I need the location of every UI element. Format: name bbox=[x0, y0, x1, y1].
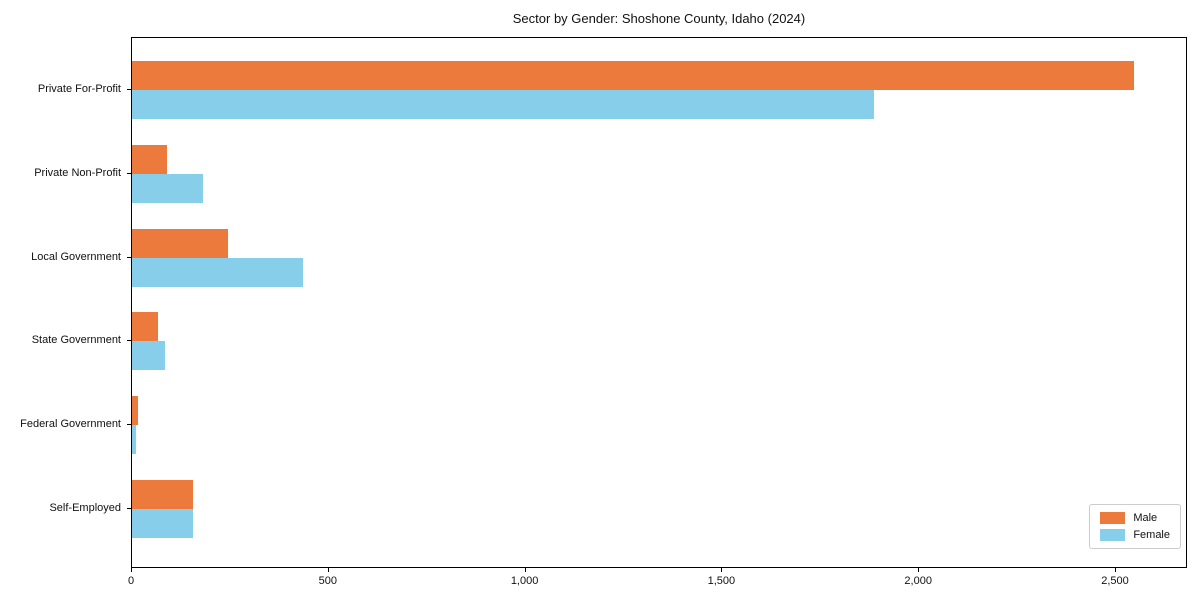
bar-male-3 bbox=[132, 312, 158, 342]
male-swatch-icon bbox=[1100, 512, 1126, 524]
y-tick-mark-4 bbox=[127, 424, 131, 426]
x-tick-label-4: 2,000 bbox=[904, 575, 932, 587]
legend-item-female: Female bbox=[1100, 529, 1170, 541]
bar-male-4 bbox=[132, 396, 138, 426]
y-tick-mark-1 bbox=[127, 172, 131, 174]
chart-title: Sector by Gender: Shoshone County, Idaho… bbox=[512, 11, 806, 26]
y-axis-label-0: Private For-Profit bbox=[37, 82, 121, 95]
legend: Male Female bbox=[1089, 504, 1181, 549]
legend-item-male: Male bbox=[1100, 512, 1170, 524]
bar-male-5 bbox=[132, 480, 193, 510]
y-tick-mark-0 bbox=[127, 88, 131, 90]
x-tick-label-3: 1,500 bbox=[707, 575, 736, 587]
x-tick-mark-3 bbox=[721, 568, 723, 572]
x-tick-label-0: 0 bbox=[127, 575, 135, 587]
y-axis-label-5: Self-Employed bbox=[49, 502, 121, 515]
x-tick-label-1: 500 bbox=[318, 575, 337, 587]
y-axis-label-4: Federal Government bbox=[20, 418, 121, 431]
x-tick-mark-4 bbox=[918, 568, 920, 572]
y-axis-label-2: Local Government bbox=[31, 250, 121, 263]
x-tick-mark-1 bbox=[327, 568, 329, 572]
y-tick-mark-2 bbox=[127, 256, 131, 258]
plot-area: Male Female bbox=[131, 37, 1187, 568]
x-tick-mark-2 bbox=[524, 568, 526, 572]
x-tick-mark-5 bbox=[1114, 568, 1116, 572]
x-tick-label-5: 2,500 bbox=[1101, 575, 1129, 587]
bar-female-0 bbox=[132, 89, 875, 119]
y-axis-label-3: State Government bbox=[31, 334, 121, 347]
legend-label-female: Female bbox=[1133, 529, 1170, 541]
bar-female-3 bbox=[132, 341, 166, 371]
bar-male-1 bbox=[132, 144, 168, 174]
x-tick-label-2: 1,000 bbox=[510, 575, 539, 587]
bar-female-2 bbox=[132, 257, 303, 287]
bar-male-2 bbox=[132, 228, 229, 258]
female-swatch-icon bbox=[1100, 529, 1126, 541]
bar-male-0 bbox=[132, 60, 1134, 90]
y-tick-mark-3 bbox=[127, 340, 131, 342]
legend-label-male: Male bbox=[1133, 512, 1158, 524]
bar-female-5 bbox=[132, 509, 193, 539]
bar-female-4 bbox=[132, 425, 136, 455]
x-tick-mark-0 bbox=[131, 568, 132, 572]
y-axis-label-1: Private Non-Profit bbox=[34, 166, 121, 179]
y-tick-mark-5 bbox=[127, 508, 131, 510]
bar-female-1 bbox=[132, 173, 203, 203]
